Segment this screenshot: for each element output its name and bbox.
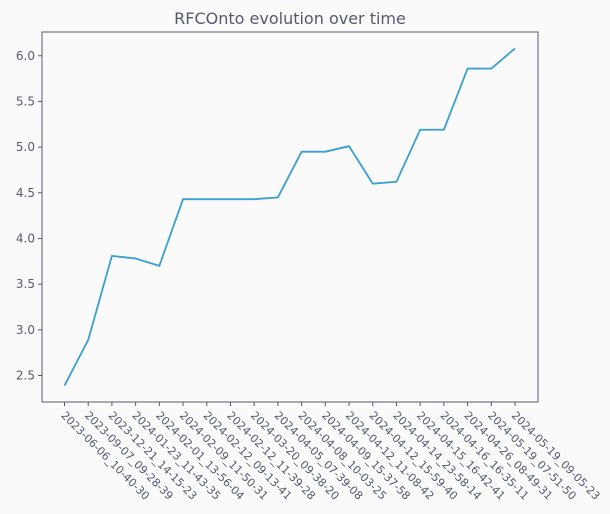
y-axis: 2.5 3.0 3.5 4.0 4.5 5.0 5.5 6.0 xyxy=(16,49,42,383)
series-line xyxy=(63,47,516,386)
y-tick-label: 4.0 xyxy=(16,231,35,245)
y-tick-label: 2.5 xyxy=(16,369,35,383)
y-tick-label: 3.0 xyxy=(16,323,35,337)
y-tick-label: 5.0 xyxy=(16,140,35,154)
x-axis: 2023-06-06_10-40-302023-09-07_09-28-3920… xyxy=(58,402,602,503)
chart-title: RFCOnto evolution over time xyxy=(174,9,406,28)
y-tick-label: 5.5 xyxy=(16,94,35,108)
y-tick-label: 3.5 xyxy=(16,277,35,291)
y-tick-label: 4.5 xyxy=(16,186,35,200)
plot-frame xyxy=(41,31,539,403)
y-tick-label: 6.0 xyxy=(16,49,35,63)
series-layer xyxy=(63,47,516,386)
